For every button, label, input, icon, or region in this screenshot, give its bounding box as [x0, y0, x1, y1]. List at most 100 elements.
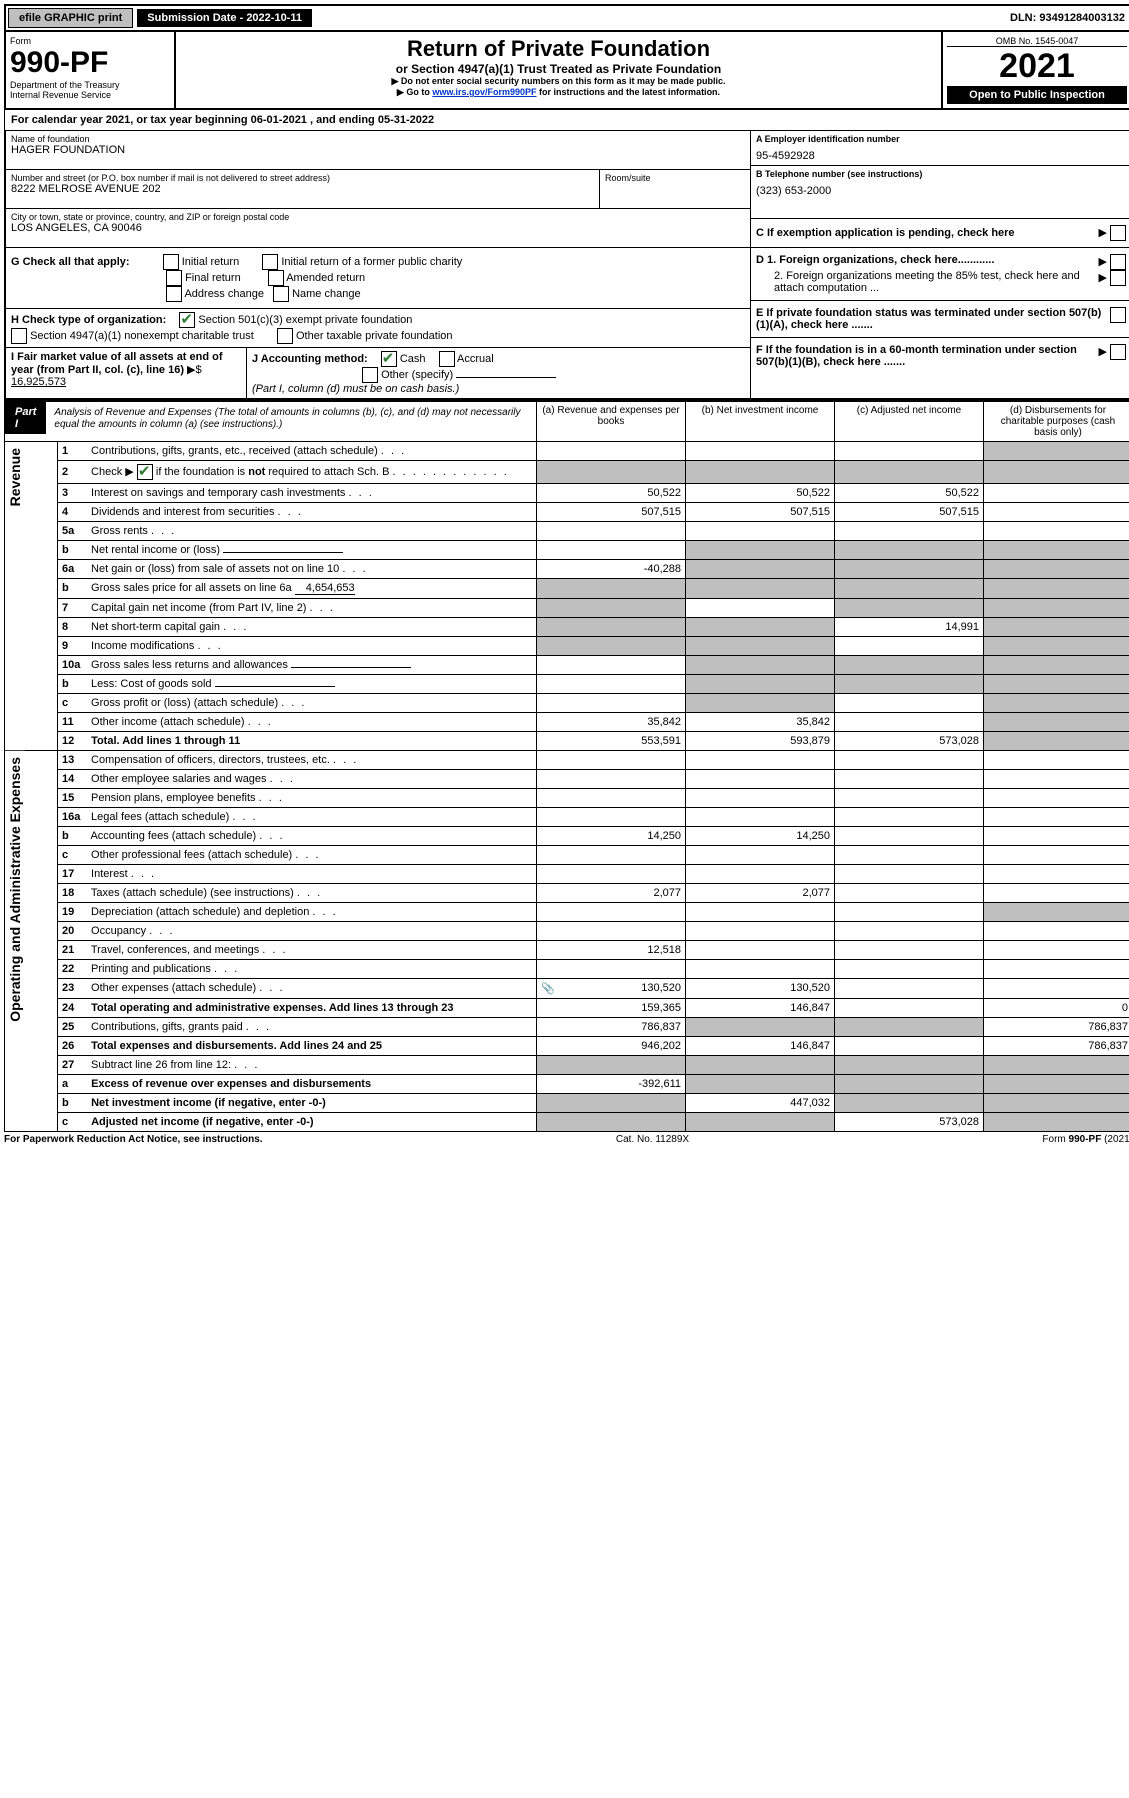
cell-b: 14,250 — [686, 827, 835, 846]
efile-print-button[interactable]: efile GRAPHIC print — [8, 8, 133, 28]
cell-b — [686, 922, 835, 941]
cell-a — [537, 903, 686, 922]
cell-b — [686, 541, 835, 560]
line-desc: c Adjusted net income (if negative, ente… — [58, 1113, 537, 1132]
city-label: City or town, state or province, country… — [11, 212, 745, 222]
line-desc: c Other professional fees (attach schedu… — [58, 846, 537, 865]
table-row: 3 Interest on savings and temporary cash… — [5, 484, 1129, 503]
chk-initial-former[interactable] — [262, 254, 278, 270]
calendar-year-row: For calendar year 2021, or tax year begi… — [4, 110, 1129, 131]
chk-other-taxable[interactable] — [277, 328, 293, 344]
cell-b: 130,520 — [686, 979, 835, 999]
cell-a: 553,591 — [537, 732, 686, 751]
line-desc: 13 Compensation of officers, directors, … — [58, 751, 537, 770]
opt-former: Initial return of a former public charit… — [281, 256, 462, 268]
line-desc: 1 Contributions, gifts, grants, etc., re… — [58, 442, 537, 461]
cell-d — [984, 922, 1129, 941]
cell-d — [984, 560, 1129, 579]
cell-a — [537, 675, 686, 694]
cell-c — [835, 846, 984, 865]
table-row: b Gross sales price for all assets on li… — [5, 579, 1129, 599]
entity-block: Name of foundation HAGER FOUNDATION Numb… — [4, 131, 1129, 401]
cell-c — [835, 979, 984, 999]
open-inspection: Open to Public Inspection — [947, 86, 1127, 104]
cell-c — [835, 789, 984, 808]
table-row: 7 Capital gain net income (from Part IV,… — [5, 599, 1129, 618]
chk-foreign-org[interactable] — [1110, 254, 1126, 270]
cell-c — [835, 560, 984, 579]
chk-accrual[interactable] — [439, 351, 455, 367]
table-row: Revenue1 Contributions, gifts, grants, e… — [5, 442, 1129, 461]
form-link[interactable]: www.irs.gov/Form990PF — [432, 87, 536, 97]
chk-exemption-pending[interactable] — [1110, 225, 1126, 241]
chk-schb[interactable] — [137, 464, 153, 480]
cell-b: 507,515 — [686, 503, 835, 522]
chk-cash[interactable] — [381, 351, 397, 367]
opt-cash: Cash — [400, 353, 426, 365]
cell-a — [537, 1094, 686, 1113]
h-label: H Check type of organization: — [11, 314, 166, 326]
chk-60month[interactable] — [1110, 344, 1126, 360]
cell-c: 507,515 — [835, 503, 984, 522]
cell-c — [835, 999, 984, 1018]
table-row: 25 Contributions, gifts, grants paid . .… — [5, 1018, 1129, 1037]
cell-c — [835, 884, 984, 903]
cell-a: 14,250 — [537, 827, 686, 846]
room-label: Room/suite — [605, 173, 745, 183]
chk-4947[interactable] — [11, 328, 27, 344]
cell-d — [984, 827, 1129, 846]
chk-status-terminated[interactable] — [1110, 307, 1126, 323]
cell-c — [835, 522, 984, 541]
chk-initial-return[interactable] — [163, 254, 179, 270]
chk-501c3[interactable] — [179, 312, 195, 328]
table-row: 15 Pension plans, employee benefits . . … — [5, 789, 1129, 808]
cell-d — [984, 865, 1129, 884]
c-label: C If exemption application is pending, c… — [756, 227, 1098, 239]
cell-c — [835, 865, 984, 884]
chk-final-return[interactable] — [166, 270, 182, 286]
line-desc: b Less: Cost of goods sold — [58, 675, 537, 694]
cell-d — [984, 1056, 1129, 1075]
cell-a — [537, 960, 686, 979]
chk-address-change[interactable] — [166, 286, 182, 302]
cell-c — [835, 808, 984, 827]
table-row: 4 Dividends and interest from securities… — [5, 503, 1129, 522]
table-row: 14 Other employee salaries and wages . .… — [5, 770, 1129, 789]
cell-b — [686, 579, 835, 599]
cell-c — [835, 579, 984, 599]
cell-c — [835, 461, 984, 484]
cell-d — [984, 461, 1129, 484]
chk-other-method[interactable] — [362, 367, 378, 383]
table-row: 6a Net gain or (loss) from sale of asset… — [5, 560, 1129, 579]
cell-a — [537, 922, 686, 941]
cell-a — [537, 770, 686, 789]
cell-a — [537, 637, 686, 656]
cell-c — [835, 751, 984, 770]
chk-name-change[interactable] — [273, 286, 289, 302]
chk-85pct[interactable] — [1110, 270, 1126, 286]
line-desc: 3 Interest on savings and temporary cash… — [58, 484, 537, 503]
form-title: Return of Private Foundation — [180, 36, 937, 62]
cell-c — [835, 694, 984, 713]
cell-a: 50,522 — [537, 484, 686, 503]
i-value: 16,925,573 — [11, 376, 66, 388]
line-desc: 7 Capital gain net income (from Part IV,… — [58, 599, 537, 618]
ein-value: 95-4592928 — [756, 144, 1126, 162]
opt-addr: Address change — [184, 288, 264, 300]
cell-b — [686, 1113, 835, 1132]
cell-d — [984, 1113, 1129, 1132]
dln-label: DLN: 93491284003132 — [1010, 12, 1129, 24]
line-desc: 17 Interest . . . — [58, 865, 537, 884]
table-row: b Net rental income or (loss) — [5, 541, 1129, 560]
table-row: 24 Total operating and administrative ex… — [5, 999, 1129, 1018]
chk-amended[interactable] — [268, 270, 284, 286]
table-row: 8 Net short-term capital gain . . .14,99… — [5, 618, 1129, 637]
e-label: E If private foundation status was termi… — [756, 307, 1110, 331]
d1-label: D 1. Foreign organizations, check here..… — [756, 254, 1098, 270]
cell-c — [835, 827, 984, 846]
cal-b: , and ending — [310, 114, 378, 126]
footer-formnum: 990-PF — [1069, 1134, 1102, 1145]
cell-d — [984, 713, 1129, 732]
cell-d — [984, 960, 1129, 979]
cell-b — [686, 789, 835, 808]
